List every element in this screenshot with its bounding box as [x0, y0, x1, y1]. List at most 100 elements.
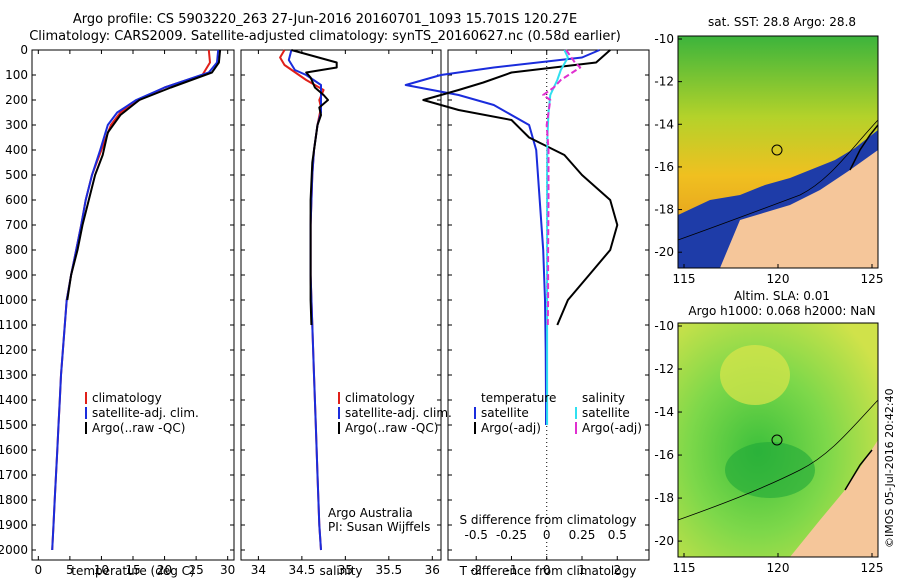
series-line [404, 49, 600, 425]
x-tick-label: -1 [505, 563, 517, 577]
sla-contour [677, 399, 879, 521]
map-lat-label: -14 [654, 405, 674, 419]
x-tick-label: 30 [220, 563, 235, 577]
legend-label: satellite-adj. clim. [92, 406, 199, 420]
x-tick-label: 34.5 [289, 563, 316, 577]
depth-tick-label: 1400 [0, 393, 28, 407]
map-lat-label: -14 [654, 117, 674, 131]
map-lat-label: -18 [654, 203, 674, 217]
series-line [542, 49, 582, 326]
legend-label: satellite [481, 406, 529, 420]
depth-tick-label: 600 [5, 193, 28, 207]
depth-tick-label: 900 [5, 268, 28, 282]
sla-land [790, 440, 878, 557]
map-lon-label: 120 [767, 272, 790, 286]
x-tick-label: 36 [425, 563, 440, 577]
x-top-tick-label: -0.5 [464, 528, 487, 542]
map-lat-label: -20 [654, 534, 674, 548]
depth-tick-label: 1600 [0, 443, 28, 457]
header-line1: Argo profile: CS 5903220_263 27-Jun-2016… [72, 12, 578, 27]
salinity-panel [240, 49, 442, 561]
argo-location-marker [771, 144, 783, 156]
argo-annotation-2: PI: Susan Wijffels [328, 520, 430, 534]
map-lat-label: -12 [654, 362, 674, 376]
depth-tick-label: 1700 [0, 468, 28, 482]
sla-map-title2: Argo h1000: 0.068 h2000: NaN [688, 304, 875, 318]
map-lon-label: 125 [861, 272, 884, 286]
legend-title-temperature: temperature [481, 391, 556, 405]
series-line [422, 49, 619, 326]
depth-tick-label: 100 [5, 68, 28, 82]
depth-tick-label: 2000 [0, 543, 28, 557]
x-tick-label: 2 [613, 563, 621, 577]
map-lat-label: -16 [654, 160, 674, 174]
x-tick-label: 0 [34, 563, 42, 577]
depth-tick-label: 400 [5, 143, 28, 157]
x-tick-label: -2 [470, 563, 482, 577]
legend-label: Argo(..raw -QC) [345, 421, 438, 435]
argo-annotation-1: Argo Australia [328, 506, 413, 520]
x-tick-label: 20 [157, 563, 172, 577]
header-line2: Climatology: CARS2009. Satellite-adjuste… [29, 29, 621, 44]
legend-title-salinity: salinity [582, 391, 625, 405]
x-top-tick-label: -0.25 [496, 528, 527, 542]
sst-land [720, 150, 878, 268]
x-tick-label: 0 [543, 563, 551, 577]
argo-location-marker [771, 434, 783, 446]
map-lon-label: 115 [673, 272, 696, 286]
depth-tick-label: 1300 [0, 368, 28, 382]
difference-xlabel-top: S difference from climatology [460, 513, 637, 527]
legend-label: Argo(-adj) [481, 421, 541, 435]
legend-label: Argo(..raw -QC) [92, 421, 185, 435]
depth-tick-label: 700 [5, 218, 28, 232]
sst-coastline [849, 124, 879, 171]
legend-label: Argo(-adj) [582, 421, 642, 435]
x-tick-label: 25 [188, 563, 203, 577]
temperature-panel [31, 49, 235, 561]
series-line [66, 49, 222, 301]
x-tick-label: 10 [94, 563, 109, 577]
sla-low-anomaly [725, 442, 815, 498]
series-line [291, 49, 338, 326]
x-tick-label: 35 [338, 563, 353, 577]
legend-label: climatology [345, 391, 415, 405]
sst-map-title: sat. SST: 28.8 Argo: 28.8 [708, 15, 856, 29]
salinity-chart: 34 34.5 35 35.5 36 [251, 49, 440, 577]
x-tick-label: 1 [578, 563, 586, 577]
sla-coastline [844, 449, 873, 491]
depth-tick-label: 1000 [0, 293, 28, 307]
x-tick-label: 15 [125, 563, 140, 577]
depth-tick-label: 500 [5, 168, 28, 182]
difference-legend: temperature satellite Argo(-adj) salinit… [474, 391, 642, 435]
difference-xlabel: T difference from climatology [459, 564, 637, 578]
map-lon-label: 120 [767, 561, 790, 575]
map-lon-label: 115 [673, 561, 696, 575]
depth-tick-label: 1200 [0, 343, 28, 357]
sla-high-anomaly [720, 345, 790, 405]
x-top-tick-label: 0.25 [569, 528, 596, 542]
depth-tick-label: 200 [5, 93, 28, 107]
salinity-legend: climatology satellite-adj. clim. Argo(..… [338, 391, 452, 435]
salinity-xlabel: salinity [319, 564, 362, 578]
series-line [546, 49, 569, 425]
temperature-xlabel: temperature (deg C) [71, 564, 194, 578]
credit-text: ©IMOS 05-Jul-2016 20:42:40 [883, 388, 896, 548]
map-lat-label: -20 [654, 245, 674, 259]
x-tick-label: 5 [66, 563, 74, 577]
x-tick-label: 35.5 [375, 563, 402, 577]
legend-label: climatology [92, 391, 162, 405]
sst-map-ticks: -10 -12 -14 -16 -18 -20 115 120 125 [654, 32, 883, 286]
sst-contour [677, 119, 879, 241]
depth-tick-label: 300 [5, 118, 28, 132]
depth-tick-label: 0 [20, 43, 28, 57]
map-lon-label: 125 [861, 561, 884, 575]
sla-map [677, 322, 879, 558]
temperature-legend: climatology satellite-adj. clim. Argo(..… [85, 391, 199, 435]
map-lat-label: -12 [654, 75, 674, 89]
depth-tick-label: 800 [5, 243, 28, 257]
map-lat-label: -16 [654, 448, 674, 462]
sla-map-title1: Altim. SLA: 0.01 [734, 289, 830, 303]
x-top-tick-label: 0.5 [608, 528, 627, 542]
